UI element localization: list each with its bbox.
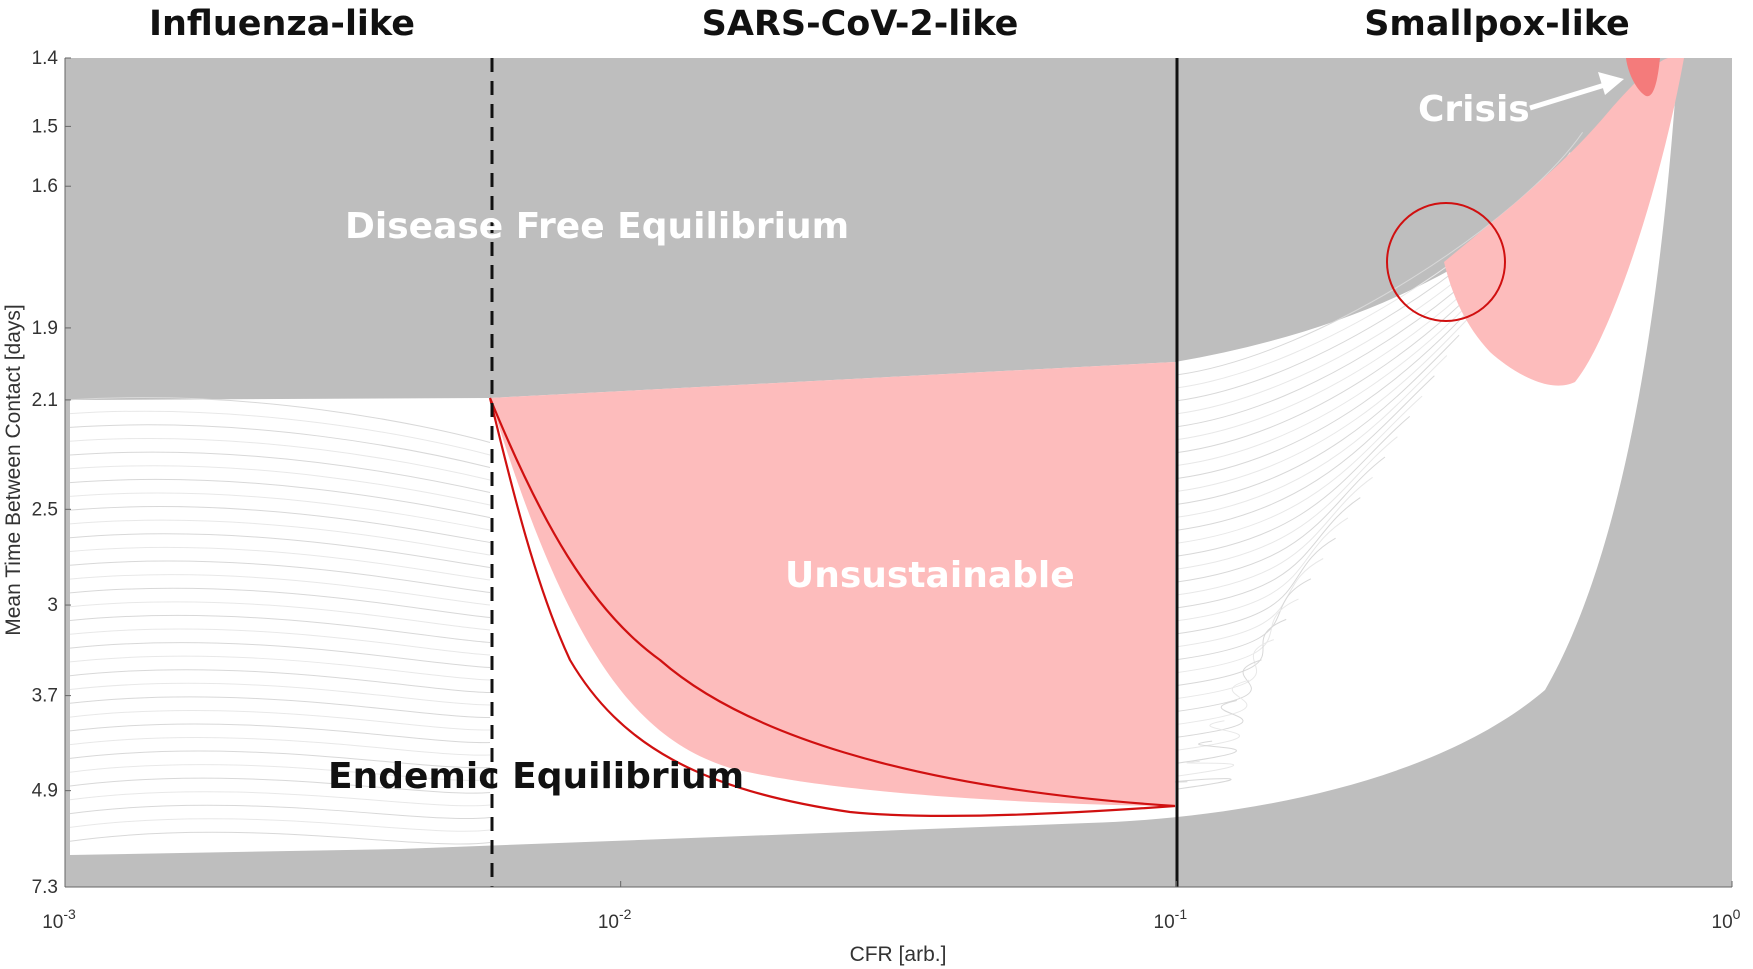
contour-line xyxy=(69,456,1386,643)
contour-line xyxy=(69,416,1411,618)
unsustainable-label: Unsustainable xyxy=(785,555,1075,596)
contour-line xyxy=(69,537,1336,693)
x-tick-label: 10-1 xyxy=(1154,906,1188,933)
unsustainable-tongue xyxy=(1444,58,1684,386)
contour-line xyxy=(69,679,1250,781)
contour-line xyxy=(69,355,1448,581)
highlight-circle xyxy=(1386,202,1506,322)
y-tick-label: 3.7 xyxy=(32,686,58,707)
unsustainable-region xyxy=(490,362,1175,806)
contour-line xyxy=(69,375,1435,593)
contour-line xyxy=(69,497,1361,668)
plot-area xyxy=(65,58,1732,887)
y-tick-label: 1.6 xyxy=(32,176,58,197)
y-tick-label: 7.3 xyxy=(32,877,58,898)
y-tick-label: 2.1 xyxy=(32,390,58,411)
contour-line xyxy=(69,618,1287,744)
contour-line xyxy=(69,476,1373,656)
contour-line xyxy=(69,659,1262,769)
column-title-smallpox: Smallpox-like xyxy=(1364,4,1630,44)
y-tick-label: 1.5 xyxy=(32,116,58,137)
disease-free-label: Disease Free Equilibrium xyxy=(345,206,849,247)
contour-line xyxy=(69,334,1460,568)
contour-line xyxy=(69,598,1299,731)
contour-line xyxy=(69,132,1584,443)
y-axis-label: Mean Time Between Contact [days] xyxy=(2,304,25,636)
x-tick-label: 100 xyxy=(1712,906,1741,933)
y-tick-label: 2.5 xyxy=(32,499,58,520)
contour-line xyxy=(69,760,1235,832)
y-tick-label: 3 xyxy=(47,595,58,616)
x-axis-label: CFR [arb.] xyxy=(850,943,947,966)
y-tick-label: 4.9 xyxy=(32,781,58,802)
y-tick-label: 1.9 xyxy=(32,318,58,339)
y-axis-ticks: 1.4 1.5 1.6 1.9 2.1 2.5 3 3.7 4.9 7.3 xyxy=(32,48,71,898)
x-axis-ticks: 10-3 10-2 10-1 100 xyxy=(42,881,1741,933)
crisis-region xyxy=(1626,58,1660,97)
x-tick-label: 10-2 xyxy=(598,906,632,933)
contour-line xyxy=(69,578,1312,719)
crisis-arrowhead xyxy=(1598,72,1624,95)
endemic-outline xyxy=(488,397,1176,818)
contour-line xyxy=(69,720,1240,807)
contour-line xyxy=(69,517,1349,681)
contour-line xyxy=(69,395,1423,606)
contour-line xyxy=(69,639,1274,756)
column-title-influenza: Influenza-like xyxy=(149,4,415,44)
contour-line xyxy=(69,740,1237,820)
x-tick-label: 10-3 xyxy=(42,906,76,933)
contour-line xyxy=(69,558,1324,706)
contour-line xyxy=(69,436,1398,631)
column-title-sars-cov-2: SARS-CoV-2-like xyxy=(702,4,1019,44)
crisis-label: Crisis xyxy=(1418,89,1530,130)
contour-line xyxy=(69,700,1244,794)
crisis-arrow xyxy=(1529,81,1609,111)
y-tick-label: 1.4 xyxy=(32,48,59,69)
contour-line xyxy=(69,314,1472,556)
endemic-label: Endemic Equilibrium xyxy=(328,756,744,797)
contour-line xyxy=(69,294,1485,543)
